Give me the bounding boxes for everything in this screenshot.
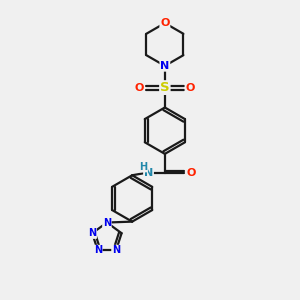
Text: O: O: [135, 82, 144, 93]
Text: O: O: [160, 18, 170, 28]
Text: O: O: [185, 82, 195, 93]
Text: N: N: [103, 218, 111, 227]
Text: S: S: [160, 81, 170, 94]
Text: N: N: [88, 228, 96, 238]
Text: O: O: [186, 168, 195, 178]
Text: H: H: [139, 162, 147, 172]
Text: N: N: [112, 245, 120, 256]
Text: N: N: [94, 245, 102, 256]
Text: N: N: [160, 61, 170, 71]
Text: N: N: [144, 168, 153, 178]
